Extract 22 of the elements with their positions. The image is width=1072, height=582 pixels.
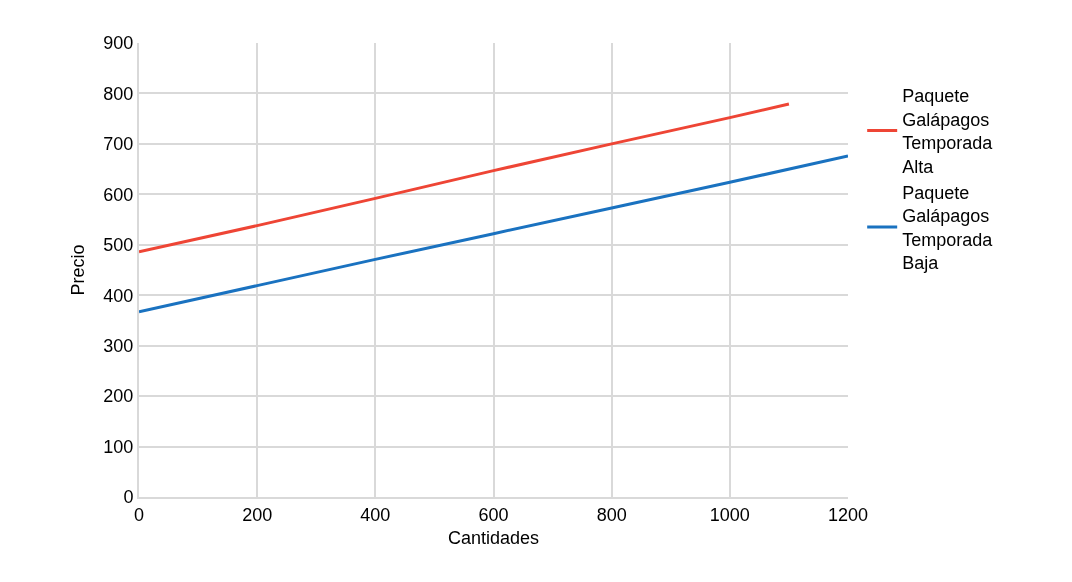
legend-label: Paquete Galápagos Temporada Alta (902, 86, 994, 177)
legend-label: Paquete Galápagos Temporada Baja (902, 183, 994, 274)
y-tick-label: 0 (123, 487, 134, 508)
y-tick-label: 200 (103, 386, 134, 407)
y-tick-label: 300 (103, 335, 134, 356)
x-tick-label: 200 (242, 504, 273, 525)
x-axis-title: Cantidades (447, 528, 540, 549)
line-series (139, 102, 791, 254)
x-tick-label: 1200 (827, 504, 869, 525)
x-tick-label: 400 (360, 504, 391, 525)
y-tick-label: 700 (103, 134, 134, 155)
x-tick-label: 1000 (709, 504, 750, 525)
y-tick-label: 600 (103, 184, 134, 205)
x-tick-label: 600 (478, 504, 509, 525)
y-tick-label: 500 (103, 235, 134, 256)
x-tick-label: 800 (596, 504, 627, 525)
y-tick-label: 800 (103, 83, 134, 104)
y-tick-label: 400 (103, 285, 134, 306)
y-axis-title: Precio (68, 244, 89, 296)
y-tick-label: 900 (103, 33, 134, 54)
line-series (139, 154, 848, 314)
y-tick-label: 100 (103, 436, 134, 457)
